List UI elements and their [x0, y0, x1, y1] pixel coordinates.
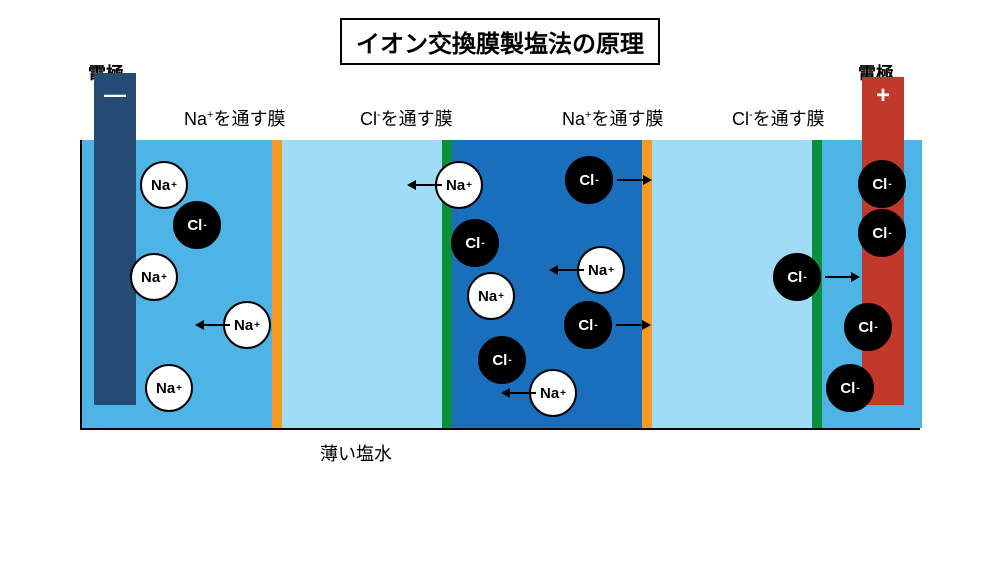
membrane-label-2: Na+を通す膜 — [562, 105, 663, 131]
cl-ion: Cl- — [565, 156, 613, 204]
na-ion: Na+ — [529, 369, 577, 417]
cl-ion: Cl- — [858, 209, 906, 257]
cl-ion: Cl- — [844, 303, 892, 351]
ion-arrow — [195, 320, 230, 330]
ion-arrow — [616, 320, 651, 330]
membrane-label-0: Na+を通す膜 — [184, 105, 285, 131]
cathode-sign: — — [104, 84, 126, 106]
solution-label-0: 薄い塩水 — [320, 440, 392, 466]
cl-ion: Cl- — [173, 201, 221, 249]
na-ion: Na+ — [130, 253, 178, 301]
cl-ion: Cl- — [826, 364, 874, 412]
cl-ion: Cl- — [451, 219, 499, 267]
na-ion: Na+ — [577, 246, 625, 294]
ion-arrow — [549, 265, 584, 275]
ion-arrow — [407, 180, 442, 190]
na-ion: Na+ — [223, 301, 271, 349]
diagram-title: イオン交換膜製塩法の原理 — [340, 18, 660, 65]
na-ion: Na+ — [145, 364, 193, 412]
cl-ion: Cl- — [478, 336, 526, 384]
membrane-label-1: Cl-を通す膜 — [360, 105, 453, 131]
membrane-label-3: Cl-を通す膜 — [732, 105, 825, 131]
na-ion: Na+ — [435, 161, 483, 209]
na-ion: Na+ — [140, 161, 188, 209]
cl-ion: Cl- — [858, 160, 906, 208]
ion-arrow — [617, 175, 652, 185]
ion-arrow — [501, 388, 536, 398]
cl-ion: Cl- — [773, 253, 821, 301]
cl-ion: Cl- — [564, 301, 612, 349]
ion-arrow — [825, 272, 860, 282]
membrane-0 — [272, 140, 282, 428]
cathode-electrode: — — [94, 73, 136, 405]
na-ion: Na+ — [467, 272, 515, 320]
anode-sign: + — [876, 84, 890, 108]
